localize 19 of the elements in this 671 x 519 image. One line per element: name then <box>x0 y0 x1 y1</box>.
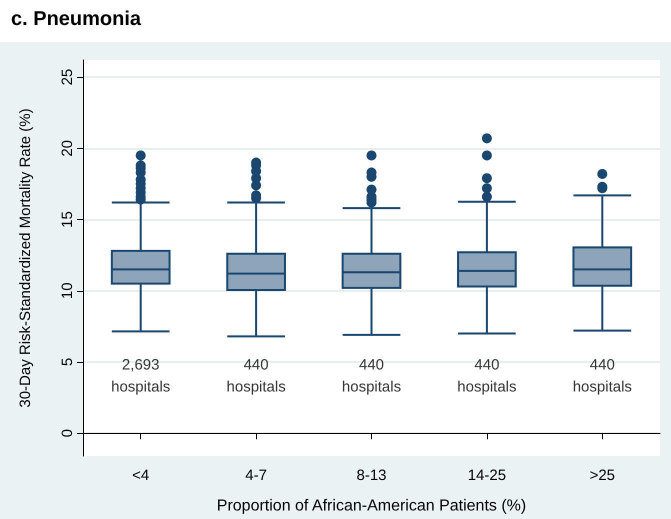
x-axis-title: Proportion of African-American Patients (%) <box>216 498 526 514</box>
x-tick-label: 4-7 <box>245 467 267 484</box>
x-tick-label: <4 <box>132 467 150 484</box>
annotation: 440 hospitals <box>342 356 402 396</box>
y-tick-label: 20 <box>59 140 76 157</box>
annotation: 440 hospitals <box>457 356 516 396</box>
y-tick-label: 25 <box>59 68 76 86</box>
y-tick-label: 15 <box>59 211 76 228</box>
annotation: 440 hospitals <box>226 356 286 396</box>
x-tick-label: >25 <box>590 467 616 484</box>
y-axis-title: 30-Day Risk-Standardized Mortality Rate (%) <box>17 108 34 408</box>
y-tick-label: 5 <box>59 358 76 366</box>
x-tick-label: 14-25 <box>468 467 506 484</box>
x-tick-label: 8-13 <box>356 467 387 484</box>
y-tick-label: 10 <box>59 282 76 300</box>
annotation: 2,693 hospitals <box>111 356 170 396</box>
y-tick-label: 0 <box>59 429 76 438</box>
chart-title: c. Pneumonia <box>11 8 142 30</box>
annotation: 440 hospitals <box>572 356 632 396</box>
